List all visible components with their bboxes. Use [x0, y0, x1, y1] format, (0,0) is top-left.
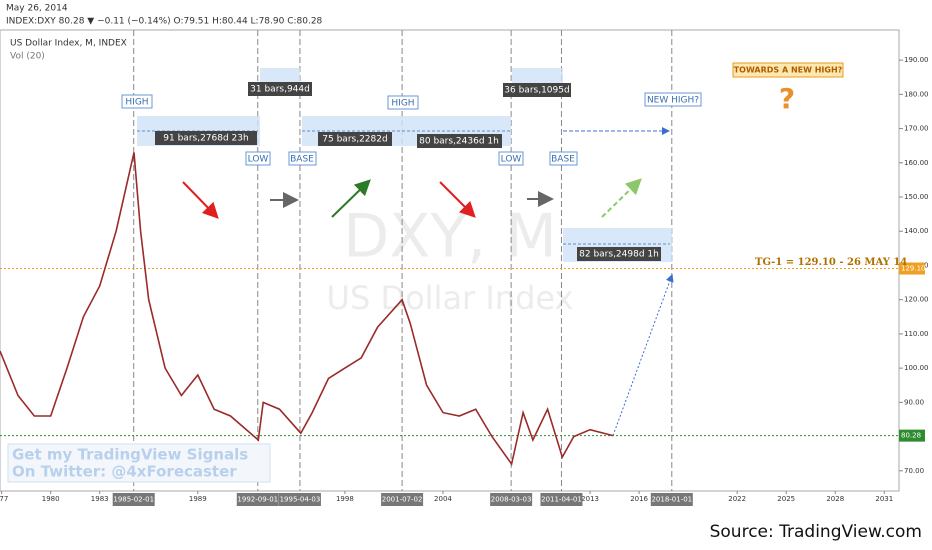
date-label: 2008-03-03: [491, 496, 532, 504]
target-label: TG-1 = 129.10 - 26 MAY 14: [755, 257, 907, 268]
measure-tag: [318, 132, 392, 146]
measure-text: 91 bars,2768d 23h: [163, 134, 248, 144]
chart-title: US Dollar Index, M, INDEX: [10, 39, 127, 49]
promo-text: On Twitter: @4xForecaster: [12, 463, 237, 481]
x-tick-label: 1980: [42, 495, 60, 503]
y-tick-label: 140.00: [904, 227, 929, 235]
x-tick-label: 1989: [189, 495, 207, 503]
measure-tag: [577, 247, 661, 261]
price-line-series: [0, 152, 614, 466]
annotations: HIGH LOW BASE HIGH LOW BASE NEW HIGH? TO…: [121, 62, 844, 166]
watermark: DXY, M: [343, 202, 557, 272]
annotation: BASE: [290, 155, 314, 165]
x-tick-label: 1998: [336, 495, 354, 503]
measure-tag: [155, 131, 257, 145]
measure-text: 31 bars,944d: [250, 85, 310, 95]
measure-tag: [417, 134, 502, 148]
annotation: LOW: [248, 155, 269, 165]
measure-tag: [248, 82, 312, 96]
measure-tag: [503, 83, 571, 97]
annotation-box: [498, 151, 524, 166]
measure-boxes: 91 bars,2768d 23h 31 bars,944d 75 bars,2…: [137, 68, 672, 262]
question-mark: ?: [779, 82, 795, 115]
measure-text: 36 bars,1095d: [504, 86, 569, 96]
measure-box: [260, 68, 300, 86]
date-label: 1995-04-03: [280, 496, 321, 504]
x-tick-label: 2022: [728, 495, 746, 503]
quote-text: INDEX:DXY 80.28 ▼ −0.11 (−0.14%) O:79.51…: [6, 17, 323, 27]
annotation: LOW: [501, 155, 522, 165]
plot-frame: [0, 29, 900, 492]
y-tick-label: 170.00: [904, 125, 929, 133]
annotation-box: [121, 94, 153, 109]
arrows: [182, 127, 670, 219]
date-label: 2018-01-01: [651, 496, 692, 504]
x-tick-label: 2013: [581, 495, 599, 503]
date-label-box: [112, 493, 155, 506]
chart-subtitle: Vol (20): [10, 52, 45, 62]
price-label: 129.10: [901, 265, 926, 273]
date-label-box: [278, 493, 321, 506]
date-label-box: [490, 493, 533, 506]
measure-text: 82 bars,2498d 1h: [579, 250, 659, 260]
date-text: May 26, 2014: [6, 4, 68, 14]
annotation-box: [644, 92, 702, 107]
x-tick-label: 2004: [434, 495, 452, 503]
annotation-box: [387, 95, 419, 110]
annotation: NEW HIGH?: [647, 96, 699, 106]
y-tick-label: 190.00: [904, 56, 929, 64]
annotation: HIGH: [125, 98, 148, 108]
annotation: HIGH: [391, 99, 414, 109]
x-tick-label: 2016: [630, 495, 648, 503]
y-tick-label: 90.00: [904, 398, 924, 406]
arrow: [182, 181, 219, 219]
date-label: 1985-02-01: [113, 496, 154, 504]
date-label: 2001-07-02: [382, 496, 423, 504]
annotation-box: [549, 151, 578, 166]
date-label: 1992-09-01: [237, 496, 278, 504]
projection-line: [612, 273, 674, 436]
date-label-box: [540, 493, 583, 506]
annotation-box: [245, 151, 271, 166]
y-tick-label: 150.00: [904, 193, 929, 201]
measure-text: 75 bars,2282d: [322, 135, 387, 145]
price-label: 80.28: [901, 432, 921, 440]
source: Source: TradingView.com: [710, 522, 922, 542]
date-label: 2011-04-01: [541, 496, 582, 504]
arrow: [439, 181, 476, 218]
y-tick-label: 70.00: [904, 467, 924, 475]
x-tick-label: 2031: [875, 495, 893, 503]
price-label-box: [899, 262, 925, 275]
y-tick-label: 120.00: [904, 296, 929, 304]
measure-text: 80 bars,2436d 1h: [419, 137, 499, 147]
arrow: [601, 178, 642, 218]
y-tick-label: 160.00: [904, 159, 929, 167]
date-label-box: [236, 493, 279, 506]
promo: Get my TradingView Signals On Twitter: @…: [7, 443, 271, 483]
annotation-box: [288, 151, 317, 166]
measure-box: [512, 68, 563, 86]
callout-box: [732, 62, 844, 78]
y-tick-label: 110.00: [904, 330, 929, 338]
x-tick-label: 977: [0, 495, 8, 503]
promo-text: Get my TradingView Signals: [12, 446, 248, 464]
date-label-box: [381, 493, 424, 506]
price-label-box: [899, 429, 925, 442]
plot-layer: 70.0080.0090.00100.00110.00120.00130.001…: [0, 30, 929, 506]
callout: TOWARDS A NEW HIGH?: [734, 66, 843, 75]
y-tick-label: 100.00: [904, 364, 929, 372]
y-tick-label: 180.00: [904, 90, 929, 98]
watermark: US Dollar Index: [327, 279, 574, 317]
x-tick-label: 2028: [826, 495, 844, 503]
date-label-box: [650, 493, 693, 506]
annotation: BASE: [551, 155, 575, 165]
arrow: [331, 179, 371, 218]
x-tick-label: 2025: [777, 495, 795, 503]
promo-box: [7, 443, 271, 483]
x-tick-label: 1983: [91, 495, 109, 503]
